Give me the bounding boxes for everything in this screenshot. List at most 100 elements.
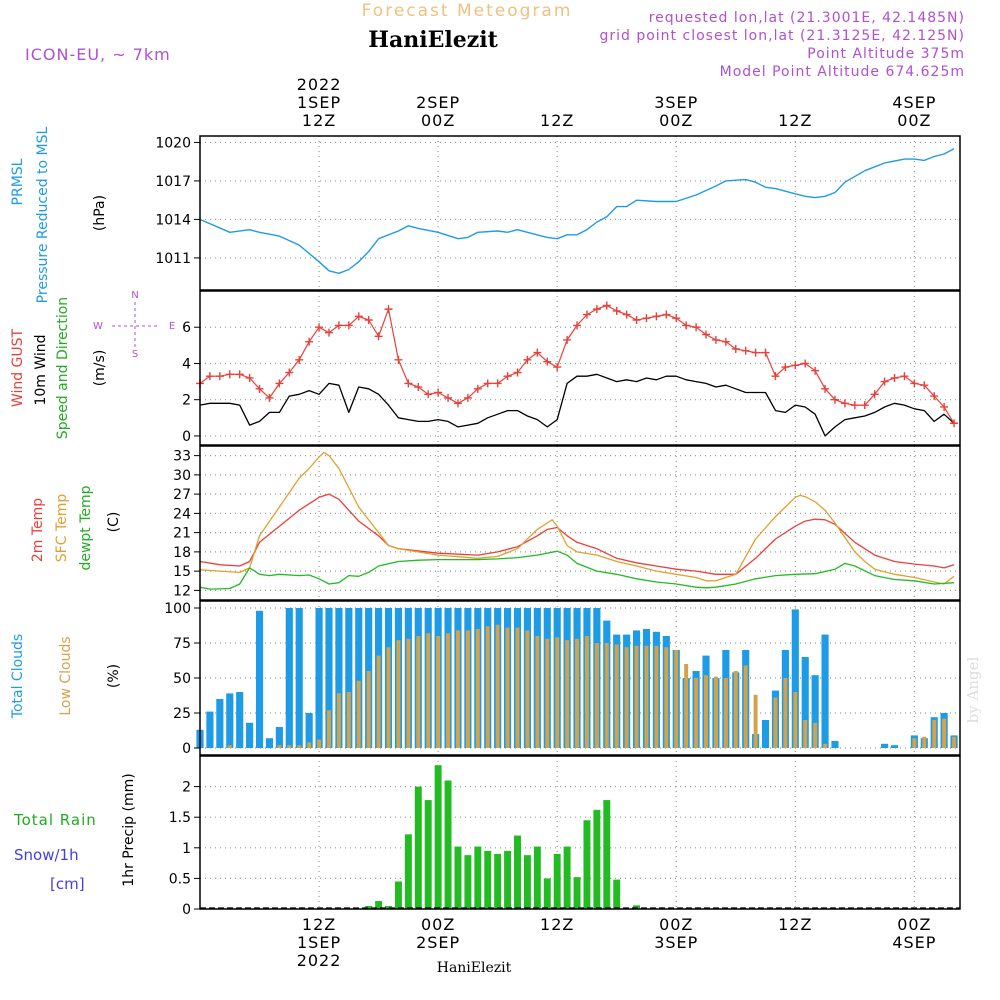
low-cloud-bar — [753, 694, 758, 748]
gust-marker — [721, 337, 730, 346]
low-cloud-bar — [505, 627, 510, 748]
low-cloud-bar — [227, 745, 232, 748]
compass-w: W — [93, 321, 103, 332]
gust-marker — [364, 315, 373, 324]
gust-marker — [523, 355, 532, 364]
ytick-label: 15 — [173, 564, 191, 580]
pressure-line — [199, 148, 955, 274]
rain-bar — [563, 846, 571, 909]
sfc-temp-line — [199, 451, 955, 585]
gust-marker — [652, 312, 661, 321]
low-cloud-bar — [475, 629, 480, 748]
ytick-label: 18 — [173, 545, 191, 561]
total-cloud-bar — [285, 608, 293, 748]
ytick-label: 27 — [173, 487, 191, 503]
bottom-time-label: 2SEP — [416, 933, 460, 952]
gust-marker — [840, 399, 849, 408]
axes-layer: 1011101410171020024612151821242730330255… — [155, 75, 961, 970]
gust-marker — [890, 373, 899, 382]
ytick-label: 1017 — [155, 174, 191, 190]
gust-marker — [602, 301, 611, 310]
rain-bar — [444, 780, 452, 909]
gust-marker — [235, 370, 244, 379]
ytick-label: 2 — [182, 780, 191, 796]
rain-bar — [484, 850, 492, 909]
gust-marker — [632, 315, 641, 324]
rain-bar — [543, 878, 551, 909]
low-cloud-bar — [535, 636, 540, 748]
rain-bar — [593, 809, 601, 909]
top-time-label: 2022 — [297, 75, 342, 94]
total-cloud-bar — [246, 722, 254, 748]
gust-marker — [612, 306, 621, 315]
gust-marker — [702, 330, 711, 339]
temp-unit: (C) — [106, 512, 122, 533]
low-cloud-bar — [624, 647, 629, 748]
low-cloud-bar — [952, 736, 957, 748]
t2m-label: 2m Temp — [30, 498, 46, 562]
gust-marker — [434, 388, 443, 397]
total-cloud-bar — [335, 608, 343, 748]
total-cloud-bar — [831, 741, 839, 748]
rain-bar — [553, 853, 561, 909]
top-time-label: 3SEP — [654, 93, 698, 112]
ytick-label: 1011 — [155, 251, 191, 267]
low-cloud-bar — [823, 743, 828, 748]
rain-bar — [573, 877, 581, 909]
total-cloud-bar — [791, 609, 799, 748]
ytick-label: 0 — [182, 429, 191, 445]
gust-marker — [940, 402, 949, 411]
gust-marker — [205, 372, 214, 381]
gust-marker — [930, 392, 939, 401]
wind-gust-label: Wind GUST — [10, 328, 26, 407]
bottom-time-label: 00Z — [897, 915, 931, 934]
pressure-label-1: PRMSL — [10, 158, 26, 205]
sfc-label: SFC Temp — [54, 494, 70, 563]
ytick-label: 24 — [173, 506, 191, 522]
precip-label: 1hr Precip (mm) — [121, 773, 137, 886]
gust-marker — [711, 335, 720, 344]
gust-marker — [344, 321, 353, 330]
bottom-time-label: 2022 — [297, 951, 342, 970]
low-cloud-bar — [793, 692, 798, 748]
rain-bar — [533, 846, 541, 909]
gust-marker — [900, 372, 909, 381]
gust-marker — [771, 372, 780, 381]
gust-marker — [692, 323, 701, 332]
total-cloud-bar — [315, 608, 323, 748]
bottom-time-label: 12Z — [778, 915, 812, 934]
low-cloud-bar — [584, 636, 589, 748]
top-time-label: 00Z — [659, 111, 693, 130]
top-time-label: 4SEP — [892, 93, 936, 112]
low-cloud-bar — [376, 655, 381, 748]
gust-marker — [920, 381, 929, 390]
requested-coords: requested lon,lat (21.3001E, 42.1485N) — [649, 10, 965, 26]
location-title: HaniElezit — [368, 27, 498, 53]
rain-bar — [365, 905, 373, 909]
pressure-label-2: Pressure Reduced to MSL — [35, 126, 51, 303]
low-cloud-bar — [644, 645, 649, 748]
rain-bar — [414, 786, 422, 909]
low-cloud-bar — [555, 637, 560, 748]
rain-bar — [523, 855, 531, 909]
rain-bar — [434, 765, 442, 909]
rain-bar — [424, 800, 432, 909]
low-cloud-bar — [406, 638, 411, 748]
grid-layer — [200, 136, 960, 910]
low-cloud-bar — [495, 624, 500, 748]
bottom-time-label: 12Z — [302, 915, 336, 934]
gust-marker — [592, 305, 601, 314]
rain-bar — [385, 905, 392, 909]
gust-marker — [543, 357, 552, 366]
low-cloud-bar — [803, 720, 808, 748]
wind-dir-label: Speed and Direction — [55, 297, 71, 439]
ytick-label: 1020 — [155, 135, 191, 151]
low-cloud-bar — [575, 638, 580, 748]
low-cloud-bar — [426, 633, 431, 748]
rain-bar — [494, 853, 502, 909]
ytick-label: 1.5 — [169, 810, 191, 826]
gust-marker — [275, 379, 284, 388]
total-cloud-bar — [881, 743, 889, 748]
ytick-label: 50 — [173, 671, 191, 687]
